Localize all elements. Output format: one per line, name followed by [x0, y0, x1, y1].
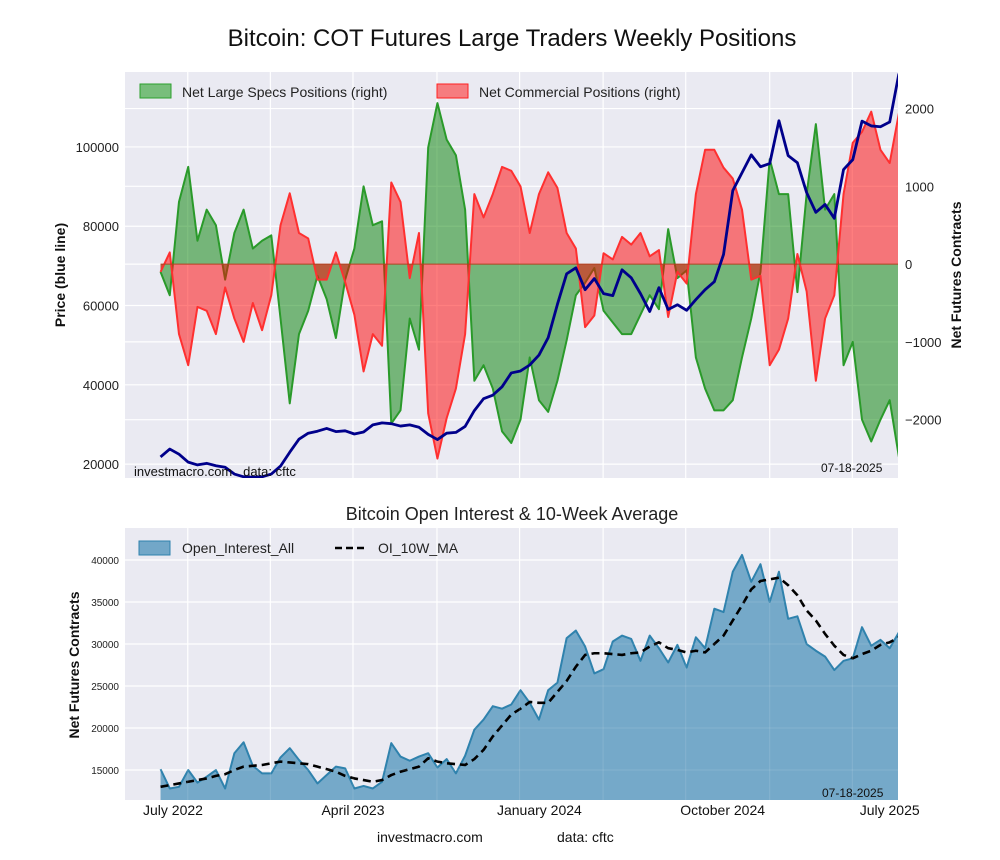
top-right-yticks: −2000 −1000 0 1000 2000: [905, 102, 942, 428]
legend-item-net-large-specs: Net Large Specs Positions (right): [139, 83, 387, 100]
right-ytick-label: −1000: [905, 335, 942, 350]
bottom-legend: Open_Interest_All OI_10W_MA: [138, 540, 459, 556]
left-ytick-label: 20000: [83, 457, 119, 472]
right-ytick-label: 2000: [905, 102, 934, 117]
top-left-yticks: 20000 40000 60000 80000 100000: [76, 140, 119, 472]
left-ytick-label: 40000: [83, 378, 119, 393]
net-commercial-area: [160, 111, 898, 459]
legend-swatch-blue: [138, 540, 171, 556]
legend-swatch-green: [139, 83, 172, 99]
bottom-ytick-label: 20000: [91, 724, 119, 735]
top-plot-area: 20000 40000 60000 80000 100000 −2000 −1000 0 10…: [76, 72, 942, 478]
bottom-chart-title: Bitcoin Open Interest & 10-Week Average: [346, 504, 679, 524]
left-ytick-label: 60000: [83, 299, 119, 314]
bottom-plot-area: 15000 20000 25000 30000 35000 40000 July 2022…: [91, 528, 920, 818]
top-date-note: 07-18-2025: [821, 461, 883, 475]
legend-label-specs: Net Large Specs Positions (right): [182, 84, 387, 100]
legend-item-oi-ma: OI_10W_MA: [335, 540, 459, 556]
chart-title: Bitcoin: COT Futures Large Traders Weekl…: [228, 25, 797, 52]
left-axis-label: Price (blue line): [52, 223, 68, 327]
bottom-xtick-label: October 2024: [680, 802, 765, 818]
bottom-y-axis-label: Net Futures Contracts: [66, 591, 82, 738]
bottom-date-note: 07-18-2025: [822, 786, 884, 800]
legend-label-commercial: Net Commercial Positions (right): [479, 84, 681, 100]
bottom-xtick-label: July 2025: [860, 802, 920, 818]
left-ytick-label: 80000: [83, 219, 119, 234]
legend-item-open-interest: Open_Interest_All: [138, 540, 294, 556]
right-ytick-label: 1000: [905, 179, 934, 194]
legend-label-oi-ma: OI_10W_MA: [378, 540, 459, 556]
bottom-xtick-label: January 2024: [497, 802, 582, 818]
net-large-specs-area: [160, 103, 898, 452]
legend-item-net-commercial: Net Commercial Positions (right): [436, 83, 681, 100]
footer-source: data: cftc: [557, 829, 614, 845]
legend-swatch-red: [436, 83, 469, 99]
legend-label-open-interest: Open_Interest_All: [182, 540, 294, 556]
bottom-series: [159, 553, 898, 800]
top-legend: Net Large Specs Positions (right) Net Co…: [139, 83, 681, 100]
right-ytick-label: 0: [905, 257, 912, 272]
open-interest-area: [160, 554, 898, 800]
bottom-gridlines-over-area: [125, 528, 898, 800]
bottom-yticks: 15000 20000 25000 30000 35000 40000: [91, 556, 119, 777]
top-source-note: investmacro.com data: cftc: [134, 464, 296, 479]
top-series: [159, 73, 898, 478]
bottom-ytick-label: 25000: [91, 682, 119, 693]
bottom-ytick-label: 30000: [91, 640, 119, 651]
bottom-xtick-label: July 2022: [143, 802, 203, 818]
right-ytick-label: −2000: [905, 413, 942, 428]
right-axis-label: Net Futures Contracts: [948, 201, 964, 348]
bottom-ytick-label: 15000: [91, 766, 119, 777]
bottom-ytick-label: 35000: [91, 598, 119, 609]
footer-site: investmacro.com: [377, 829, 483, 845]
bottom-xticks: July 2022 April 2023 January 2024 October 2…: [143, 802, 920, 818]
bottom-ytick-label: 40000: [91, 556, 119, 567]
left-ytick-label: 100000: [76, 140, 119, 155]
bottom-xtick-label: April 2023: [321, 802, 384, 818]
